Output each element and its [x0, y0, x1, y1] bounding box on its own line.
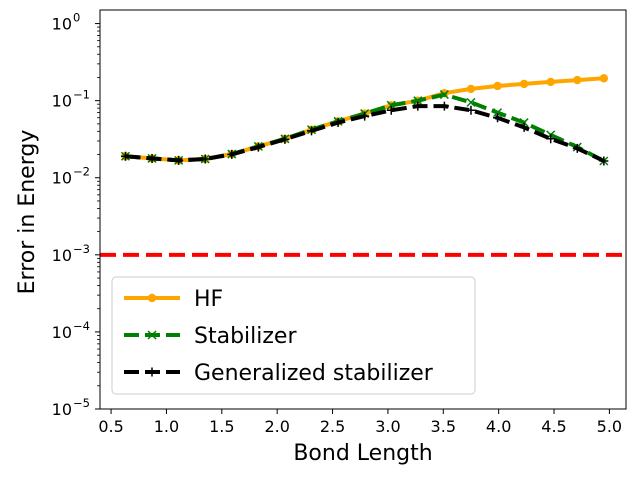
series-1	[120, 90, 609, 166]
series-line-1	[125, 92, 605, 163]
y-tick-label: 10	[52, 15, 72, 34]
data-point-2-4	[227, 149, 237, 159]
plot-area	[99, 9, 627, 410]
y-tick-exponent: −4	[73, 319, 90, 333]
data-point-0-18	[599, 74, 609, 83]
y-tick-exponent: −2	[73, 165, 90, 179]
data-point-1-11	[413, 96, 423, 106]
x-tick-label: 4.5	[541, 417, 566, 436]
legend-label-1: Stabilizer	[194, 324, 297, 349]
y-tick-exponent: −5	[73, 396, 90, 410]
data-point-2-14	[493, 113, 503, 123]
x-tick-label: 1.5	[209, 417, 234, 436]
legend-marker	[147, 367, 157, 377]
y-tick-label: 10	[52, 246, 72, 265]
data-point-0-16	[546, 77, 555, 87]
x-tick-label: 4.0	[486, 417, 511, 436]
data-point-2-16	[546, 134, 556, 144]
x-tick-label: 2.5	[320, 417, 345, 436]
y-tick-label: 10	[52, 400, 72, 419]
y-tick-label: 10	[52, 323, 72, 342]
legend-handle-0	[124, 293, 180, 303]
data-point-2-13	[466, 105, 476, 115]
x-axis-ticks: 0.5 1.0 1.5 2.0 2.5 3.0 3.5 4.0 4.5 5.0	[98, 409, 622, 436]
data-point-2-2	[174, 155, 184, 165]
x-axis-label: Bond Length	[293, 441, 432, 466]
data-point-2-17	[572, 143, 582, 153]
x-tick-label: 3.5	[431, 417, 456, 436]
data-point-2-0	[120, 151, 130, 161]
plot-frame	[99, 9, 627, 410]
data-point-0-14	[493, 81, 502, 91]
data-point-2-15	[519, 122, 529, 132]
data-point-0-15	[519, 79, 529, 89]
y-tick-exponent: −1	[73, 88, 90, 102]
legend-box	[111, 276, 476, 395]
y-tick-label: 10	[52, 92, 72, 111]
data-point-2-9	[360, 111, 370, 121]
data-point-2-12	[439, 101, 449, 111]
y-tick-label: 10	[52, 169, 72, 188]
data-point-2-6	[280, 134, 290, 144]
data-point-2-5	[253, 142, 263, 152]
data-point-2-8	[333, 118, 343, 128]
x-tick-label: 0.5	[98, 417, 123, 436]
data-point-2-18	[599, 156, 609, 166]
x-tick-label: 2.0	[264, 417, 289, 436]
x-tick-label: 1.0	[154, 417, 179, 436]
legend-marker	[147, 293, 157, 303]
x-tick-label: 5.0	[597, 417, 622, 436]
series-2	[120, 101, 609, 166]
data-point-0-13	[466, 84, 476, 94]
legend-marker	[147, 330, 157, 340]
y-tick-exponent: 0	[73, 11, 80, 25]
data-point-2-1	[147, 153, 157, 163]
data-point-2-11	[413, 101, 423, 111]
y-axis-label: Error in Energy	[15, 130, 40, 295]
legend-label-0: HF	[194, 287, 223, 312]
legend-handle-1	[124, 330, 180, 340]
legend: HF Stabilizer Generalized stabilizer	[111, 276, 476, 395]
data-point-2-7	[307, 126, 317, 136]
data-point-1-14	[493, 108, 503, 118]
legend-label-2: Generalized stabilizer	[194, 361, 434, 386]
data-point-0-17	[573, 75, 582, 85]
legend-handle-2	[124, 367, 180, 377]
data-point-2-10	[386, 105, 396, 115]
data-point-1-12	[439, 90, 449, 100]
data-point-1-13	[466, 97, 476, 107]
y-tick-exponent: −3	[73, 242, 90, 256]
data-point-2-3	[200, 154, 210, 164]
x-tick-label: 3.0	[375, 417, 400, 436]
